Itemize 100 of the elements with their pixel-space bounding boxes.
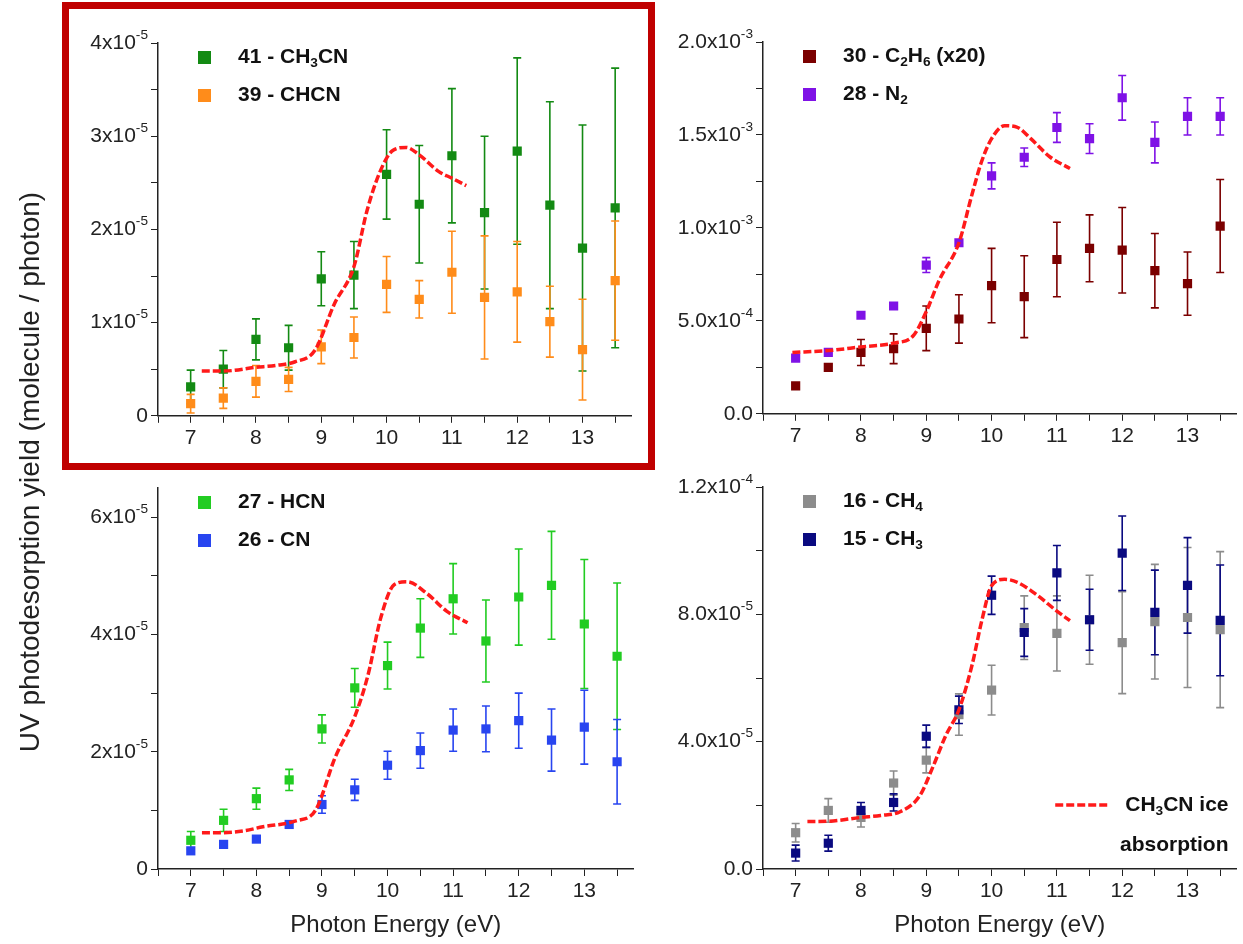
point (1117, 548, 1127, 558)
point (1182, 612, 1193, 623)
point (481, 724, 491, 734)
x-tick-label: 7 (789, 878, 802, 902)
point (1117, 245, 1127, 255)
x-tick-label: 12 (507, 878, 531, 902)
point (954, 314, 964, 324)
point (317, 724, 327, 734)
point (579, 619, 589, 629)
point (1215, 221, 1225, 231)
point (823, 362, 833, 372)
point (791, 828, 801, 838)
point (1052, 628, 1062, 639)
point (921, 323, 931, 333)
x-tick-label: 13 (1175, 423, 1200, 447)
point (1150, 607, 1160, 618)
point (381, 279, 392, 289)
point (1215, 111, 1225, 121)
point (1052, 122, 1062, 133)
point (186, 382, 196, 392)
point (284, 374, 294, 385)
y-tick-label: 0 (136, 855, 149, 879)
x-tick-label: 11 (1045, 423, 1068, 447)
point (479, 292, 490, 303)
point (791, 353, 801, 363)
point (447, 151, 457, 161)
x-tick-label: 9 (920, 878, 933, 902)
point (610, 276, 620, 286)
x-tick-label: 13 (1175, 878, 1200, 902)
x-tick-label: 10 (374, 425, 399, 449)
x-tick-label: 8 (250, 878, 263, 902)
point (186, 835, 196, 845)
point (1084, 243, 1095, 253)
x-tick-label: 10 (375, 878, 400, 902)
point (251, 376, 261, 386)
point (610, 203, 620, 213)
point (579, 722, 589, 732)
point (1052, 568, 1062, 578)
point (612, 757, 622, 767)
x-tick-label: 8 (855, 423, 867, 447)
point (350, 785, 360, 795)
point (415, 746, 425, 756)
point (921, 260, 931, 270)
point (545, 317, 555, 327)
point (791, 381, 801, 391)
point (856, 805, 866, 816)
line-series (805, 577, 1072, 824)
legend-label: 27 - HCN (238, 489, 326, 513)
point (251, 834, 261, 844)
point (350, 683, 360, 693)
x-tick-label: 8 (855, 878, 867, 902)
x-tick-label: 11 (442, 878, 465, 902)
point (512, 287, 522, 297)
x-tick-label: 12 (505, 425, 529, 449)
x-tick-label: 9 (315, 425, 328, 449)
point (1182, 111, 1193, 121)
x-tick-label: 7 (184, 425, 197, 449)
x-tick-label: 7 (789, 423, 802, 447)
point (218, 815, 229, 825)
x-tick-label: 11 (1045, 878, 1068, 902)
point (1150, 617, 1160, 627)
point (1019, 292, 1029, 302)
x-axis-title: Photon Energy (eV) (290, 910, 502, 938)
y-tick-label: 0 (136, 402, 149, 426)
point (1019, 152, 1029, 162)
point (514, 716, 524, 726)
point (823, 805, 833, 816)
point (823, 838, 833, 848)
y-axis-title: UV photodesorption yield (molecule / photon) (14, 191, 46, 753)
point (1215, 615, 1225, 625)
x-tick-label: 7 (184, 878, 197, 902)
y-tick-label: 0.0 (723, 400, 754, 424)
point (316, 274, 326, 284)
point (382, 661, 393, 671)
point (545, 200, 555, 210)
point (415, 623, 425, 633)
point (1215, 625, 1225, 635)
point (546, 580, 557, 590)
point (986, 685, 997, 695)
point (1182, 279, 1193, 289)
point (448, 725, 458, 735)
point (1150, 266, 1160, 276)
point (284, 343, 294, 353)
point (577, 345, 588, 355)
x-tick-label: 10 (979, 878, 1004, 902)
point (889, 797, 899, 808)
legend-label: 39 - CHCN (238, 82, 341, 106)
point (414, 294, 424, 304)
x-tick-label: 10 (979, 423, 1004, 447)
x-tick-label: 9 (920, 423, 933, 447)
point (381, 169, 392, 180)
x-tick-label: 13 (572, 878, 596, 902)
point (218, 393, 228, 403)
point (791, 848, 801, 858)
x-tick-label: 9 (316, 878, 328, 902)
line-series (200, 580, 470, 835)
point (349, 332, 359, 343)
y-tick-label: 0.0 (723, 855, 754, 879)
point (986, 280, 997, 291)
point (889, 778, 899, 788)
